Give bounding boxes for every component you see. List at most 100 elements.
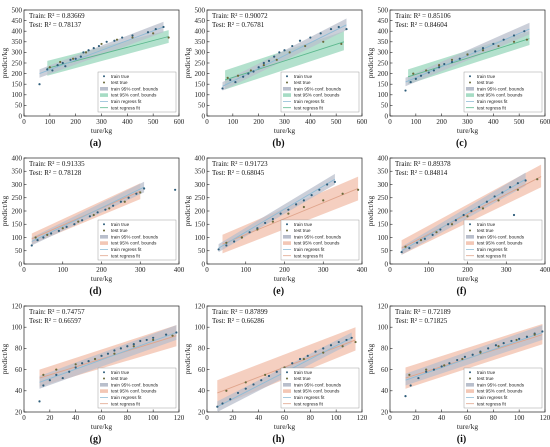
train-point xyxy=(121,36,124,39)
test-point xyxy=(93,357,97,361)
y-tick-label: 300 xyxy=(12,49,23,57)
test-point xyxy=(466,215,469,218)
train-point xyxy=(431,233,434,236)
panel-label: (f) xyxy=(457,286,467,297)
x-tick-label: 0 xyxy=(388,414,392,422)
legend-label: train regress fit xyxy=(294,395,325,400)
train-point xyxy=(298,357,302,361)
train-point xyxy=(82,51,85,54)
train-point xyxy=(38,400,41,403)
y-tick-label: 200 xyxy=(12,70,23,78)
legend-train-point-symbol xyxy=(103,75,105,78)
train-point xyxy=(275,370,278,373)
x-tick-label: 120 xyxy=(540,414,550,422)
legend-train-point-symbol xyxy=(286,223,288,226)
test-point xyxy=(425,69,428,72)
legend-label: train regress fit xyxy=(111,99,142,104)
y-tick-label: 150 xyxy=(378,81,389,89)
x-tick-label: 20 xyxy=(412,414,420,422)
x-axis-label: ture/kg xyxy=(457,126,478,135)
train-point xyxy=(113,349,116,352)
x-tick-label: 60 xyxy=(281,414,289,422)
train-point xyxy=(69,58,72,61)
legend-label: test true xyxy=(111,80,128,85)
x-tick-label: 400 xyxy=(174,266,185,274)
legend-test-point-symbol xyxy=(286,229,288,232)
train-point xyxy=(175,331,178,334)
test-point xyxy=(437,64,441,67)
legend-train-point-symbol xyxy=(103,223,105,226)
panel-label: (e) xyxy=(273,286,284,297)
legend-test-point-symbol xyxy=(286,377,288,380)
test-r2-text: Test: R² = 0.66597 xyxy=(29,317,82,325)
train-point xyxy=(257,66,260,69)
legend-box xyxy=(97,367,177,409)
y-tick-label: 50 xyxy=(15,247,23,255)
test-point xyxy=(516,188,519,191)
train-95-conf-band xyxy=(218,173,335,253)
train-point xyxy=(73,223,76,226)
train-r2-text: Train: R² = 0.91723 xyxy=(212,160,268,168)
test-point xyxy=(288,51,291,54)
train-point xyxy=(97,44,101,48)
train-point xyxy=(400,250,403,254)
x-tick-label: 500 xyxy=(148,118,159,126)
train-point xyxy=(50,232,53,235)
y-tick-label: 50 xyxy=(15,102,23,110)
y-tick-label: 20 xyxy=(15,408,23,416)
test-point xyxy=(59,60,62,64)
legend-label: test regress fit xyxy=(111,253,141,258)
x-axis-label: ture/kg xyxy=(274,422,295,431)
y-tick-label: 0 xyxy=(385,260,389,268)
legend-box xyxy=(463,367,543,409)
legend-test-point-symbol xyxy=(469,81,471,84)
train-point xyxy=(127,196,130,199)
legend-test-point-symbol xyxy=(103,377,105,380)
x-tick-label: 200 xyxy=(253,118,264,126)
train-point xyxy=(337,25,340,29)
train-point xyxy=(404,395,407,398)
train-point xyxy=(164,333,168,336)
panel-label: (b) xyxy=(272,138,284,149)
legend-label: train true xyxy=(294,370,313,375)
legend-box xyxy=(463,71,543,113)
train-point xyxy=(345,338,348,342)
x-axis-label: ture/kg xyxy=(457,422,478,431)
train-point xyxy=(119,347,122,350)
x-tick-label: 200 xyxy=(436,118,447,126)
panel-label: (a) xyxy=(90,138,102,149)
train-point xyxy=(291,362,294,365)
x-tick-label: 40 xyxy=(255,414,263,422)
legend-train-band-symbol xyxy=(100,383,108,387)
y-tick-label: 350 xyxy=(378,38,389,46)
legend-label: train 95% conf. bounds xyxy=(477,234,525,239)
test-point xyxy=(497,345,500,348)
train-point xyxy=(273,55,276,58)
x-tick-label: 40 xyxy=(438,414,446,422)
train-point xyxy=(87,49,90,52)
legend-train-band-symbol xyxy=(283,383,291,387)
test-point xyxy=(533,333,536,336)
y-tick-label: 60 xyxy=(198,366,206,374)
train-point xyxy=(350,336,353,339)
train-point xyxy=(432,69,436,72)
test-point xyxy=(236,74,240,77)
test-point xyxy=(404,245,407,248)
legend-label: train true xyxy=(477,370,496,375)
train-point xyxy=(432,368,436,371)
legend-label: test true xyxy=(294,80,311,85)
y-tick-label: 40 xyxy=(198,387,206,395)
test-point xyxy=(46,233,49,236)
train-point xyxy=(126,345,129,348)
train-point xyxy=(56,64,59,67)
legend-test-band-symbol xyxy=(100,93,108,97)
legend-train-point-symbol xyxy=(469,371,471,374)
x-axis-label: ture/kg xyxy=(91,274,112,283)
y-tick-label: 150 xyxy=(195,81,206,89)
test-point xyxy=(304,44,307,48)
y-axis-label: predict/kg xyxy=(0,48,9,79)
